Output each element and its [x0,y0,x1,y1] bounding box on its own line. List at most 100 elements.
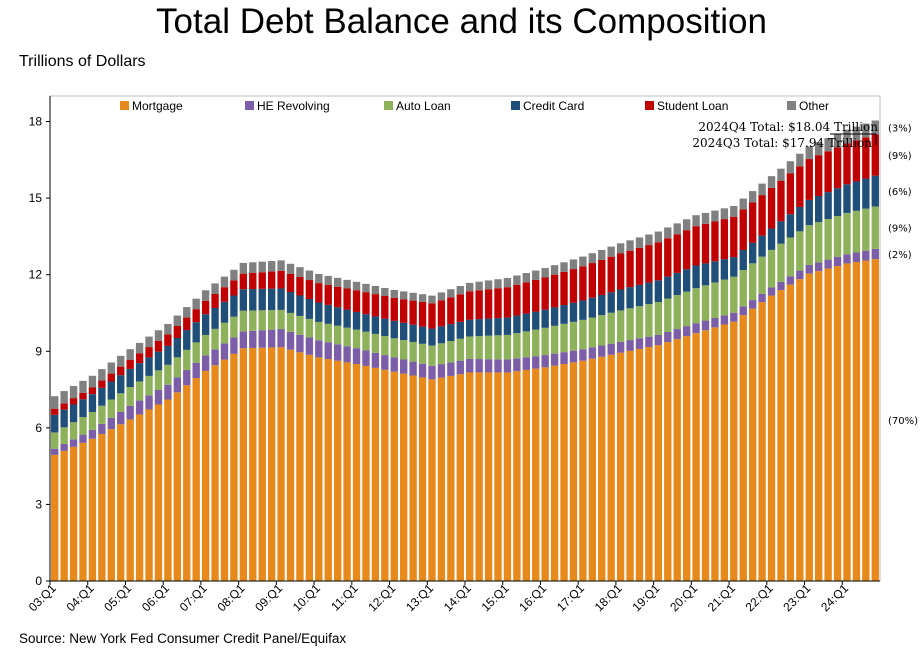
x-tick-label: 15:Q1 [479,581,512,614]
bar-segment-he-revolving [796,270,804,280]
bar-segment-other [51,396,59,409]
bar-segment-student-loan [532,279,540,312]
bar-segment-credit-card [79,399,87,418]
bar-segment-he-revolving [748,300,757,309]
bar-segment-auto-loan [626,308,634,341]
bar-segment-other [352,281,361,291]
bar-segment-credit-card [230,295,238,317]
bar-segment-other [588,253,597,264]
bar-segment-he-revolving [692,323,700,334]
bar-segment-credit-card [777,221,785,244]
bar-segment-auto-loan [767,249,776,288]
bar-segment-he-revolving [843,254,851,264]
bar-segment-credit-card [324,304,332,324]
bar-segment-auto-loan [428,345,436,366]
bar-segment-mortgage [220,359,229,581]
bar-segment-credit-card [503,317,512,335]
bar-segment-he-revolving [437,364,446,378]
bar-segment-credit-card [682,269,691,292]
bar-segment-he-revolving [664,331,672,343]
bar-segment-credit-card [692,265,700,289]
bar-segment-he-revolving [192,362,200,379]
bar-segment-he-revolving [682,326,691,337]
bar-segment-credit-card [796,207,804,232]
bar-segment-mortgage [60,450,68,581]
bar-segment-mortgage [843,263,851,581]
bar-segment-auto-loan [701,285,710,321]
bar-segment-credit-card [484,318,493,336]
bar-segment-credit-card [786,214,795,238]
bar-segment-other [475,281,483,291]
bar-segment-he-revolving [871,248,879,260]
bar-segment-student-loan [333,286,342,308]
bar-segment-he-revolving [456,360,464,375]
bar-segment-other [579,256,587,267]
bar-segment-auto-loan [871,206,879,249]
bar-segment-student-loan [456,294,464,322]
bar-segment-student-loan [154,340,163,352]
bar-segment-auto-loan [107,399,115,418]
bar-segment-other [645,234,653,246]
bar-segment-auto-loan [664,298,672,332]
bar-segment-other [758,183,766,196]
bar-segment-other [239,262,248,274]
bar-segment-other [815,142,823,156]
bar-segment-he-revolving [409,361,417,376]
bar-segment-credit-card [315,302,323,322]
bar-segment-auto-loan [145,375,153,396]
bar-segment-he-revolving [607,343,615,355]
bar-segment-student-loan [390,297,398,321]
bar-segment-mortgage [164,399,172,581]
x-tick-label: 05:Q1 [101,581,134,614]
bar-segment-credit-card [201,314,210,335]
bar-segment-student-loan [635,247,644,285]
bar-segment-he-revolving [598,345,606,357]
bar-segment-credit-card [88,394,97,413]
bar-segment-auto-loan [400,340,408,360]
bar-segment-student-loan [513,284,521,316]
bar-segment-other [560,262,568,272]
bars-layer [51,120,879,581]
bar-segment-he-revolving [305,337,314,355]
bar-segment-he-revolving [532,356,540,369]
bar-segment-credit-card [711,261,719,283]
bar-segment-auto-loan [192,342,200,363]
bar-segment-auto-loan [315,321,323,341]
bar-segment-credit-card [730,257,738,277]
bar-segment-credit-card [833,188,842,216]
bar-segment-other [635,237,644,248]
bar-segment-other [126,349,134,360]
bar-segment-he-revolving [79,434,87,443]
bar-segment-credit-card [428,328,436,346]
bar-segment-mortgage [352,364,361,581]
bar-segment-mortgage [513,371,521,581]
bar-segment-he-revolving [107,417,115,430]
bar-segment-credit-card [513,315,521,334]
bar-segment-credit-card [588,297,597,318]
bar-segment-auto-loan [484,335,493,360]
x-tick-label: 20:Q1 [667,581,700,614]
bar-segment-he-revolving [324,342,332,360]
bar-segment-student-loan [324,284,332,305]
bar-segment-credit-card [362,314,370,332]
bar-segment-he-revolving [673,329,681,340]
bar-segment-other [107,362,115,374]
bar-segment-student-loan [862,137,870,179]
bar-segment-other [730,206,738,217]
bar-segment-student-loan [796,166,804,208]
bar-segment-mortgage [343,362,351,581]
bar-segment-mortgage [645,347,653,581]
bar-segment-other [513,275,521,285]
bar-segment-credit-card [635,284,644,307]
bar-segment-he-revolving [550,353,559,366]
bar-segment-credit-card [673,272,681,296]
bar-segment-credit-card [748,242,757,264]
bar-segment-credit-card [862,178,870,209]
bar-segment-credit-card [211,308,219,329]
bar-segment-mortgage [98,433,106,581]
legend-swatch [245,101,254,110]
bar-segment-other [843,129,851,144]
bar-segment-auto-loan [758,256,766,294]
bar-segment-auto-loan [117,393,125,412]
bar-segment-he-revolving [815,262,823,272]
